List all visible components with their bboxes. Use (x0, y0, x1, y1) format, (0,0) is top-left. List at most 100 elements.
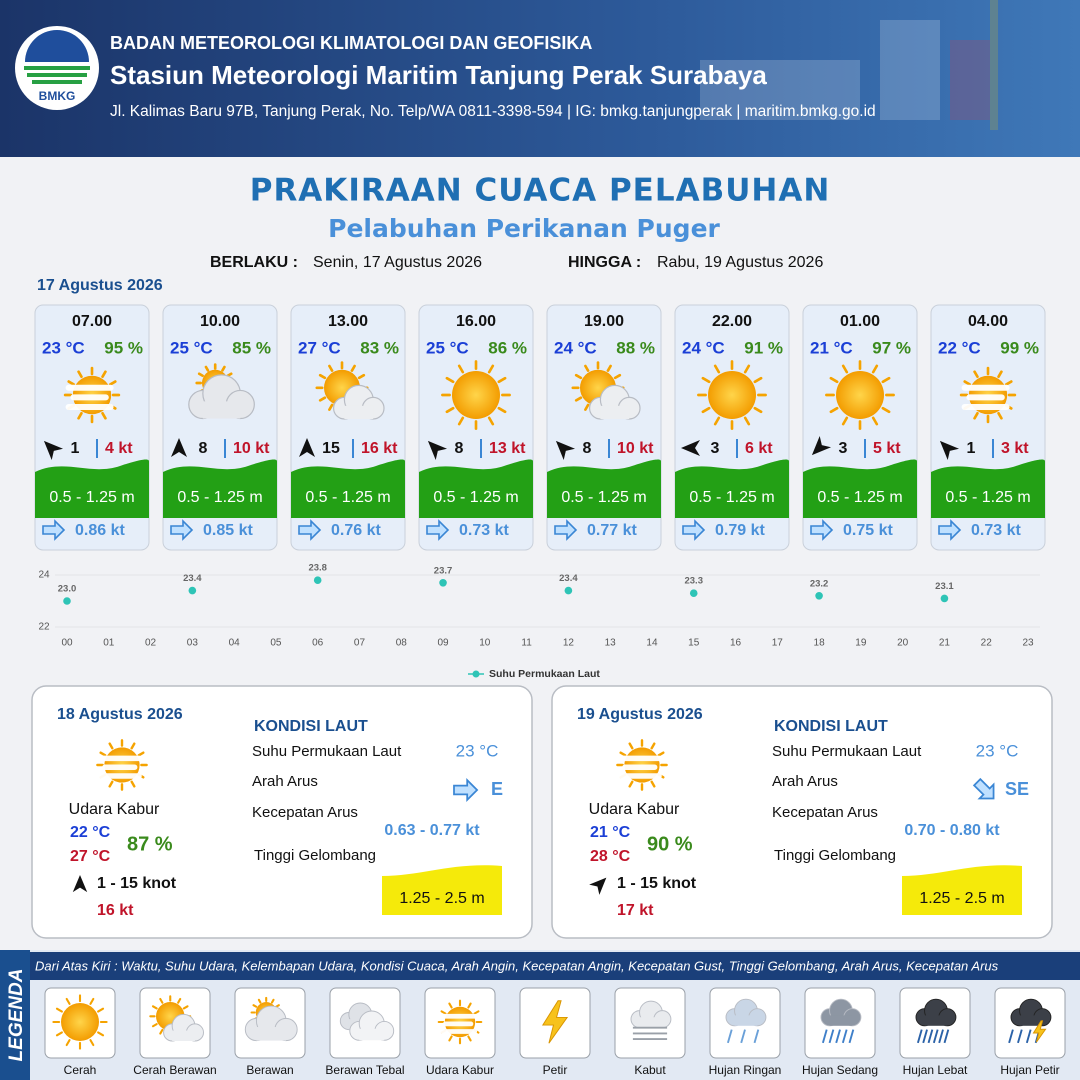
sun-ray (159, 997, 164, 1004)
rain (740, 1029, 746, 1044)
current-arrow (938, 519, 962, 541)
x-tick-label: 07 (354, 638, 366, 649)
air-temp: 22 °C (938, 338, 981, 357)
rain (927, 1029, 934, 1044)
cloud-part (256, 1027, 287, 1041)
wind-arrow (811, 435, 832, 456)
rain (938, 1029, 944, 1044)
humidity: 88 % (616, 338, 655, 357)
cloud-part (829, 1015, 853, 1026)
sun (452, 371, 500, 419)
wind-speed: 8 (455, 440, 464, 457)
slot-time: 13.00 (328, 313, 368, 330)
wave-height: 1.25 - 2.5 m (919, 890, 1004, 907)
sun-ray (584, 403, 590, 411)
sun-ray (108, 780, 114, 788)
sun-ray (65, 1039, 71, 1047)
haze-bar (97, 755, 142, 762)
air-temp: 25 °C (170, 338, 213, 357)
sun-ray (650, 742, 656, 750)
cloud (915, 998, 957, 1027)
x-tick-label: 17 (772, 638, 784, 649)
current-speed: 0.77 kt (587, 522, 637, 539)
data-label: 23.2 (810, 578, 829, 589)
sun-ray (108, 380, 117, 386)
haze-bar (97, 773, 142, 779)
weather-icon (315, 361, 385, 420)
sun-ray (151, 1005, 158, 1010)
weather-icon (825, 360, 895, 430)
x-tick-label: 00 (61, 638, 73, 649)
gust: 6 kt (745, 440, 773, 457)
x-tick-label: 10 (479, 638, 491, 649)
rain (821, 1029, 828, 1044)
rain (922, 1029, 928, 1044)
x-tick-label: 05 (270, 638, 282, 649)
current-speed: 0.76 kt (331, 522, 381, 539)
sun-ray (440, 1010, 447, 1015)
temp-min: 22 °C (70, 824, 111, 841)
sun-ray (467, 1002, 472, 1009)
y-tick-label: 24 (38, 570, 50, 581)
legend-item: Petir (543, 1063, 568, 1077)
haze-bar (622, 764, 658, 770)
x-tick-label: 15 (688, 638, 700, 649)
slot-time: 10.00 (200, 313, 240, 330)
sun-ray (574, 373, 583, 380)
sun-ray (606, 364, 612, 372)
sun-ray (252, 1004, 258, 1008)
sun-ray (159, 1028, 164, 1035)
slot-time: 16.00 (456, 313, 496, 330)
current-dir: SE (1005, 779, 1029, 799)
haze-bar (439, 1013, 478, 1019)
slot-time: 04.00 (968, 313, 1008, 330)
x-tick-label: 16 (730, 638, 742, 649)
logo-mark (24, 66, 90, 84)
cloud (244, 1005, 298, 1042)
sea-label: Arah Arus (772, 773, 838, 790)
address: Jl. Kalimas Baru 97B, Tanjung Perak, No.… (110, 103, 876, 120)
legend-band (30, 952, 1080, 980)
sun (836, 371, 884, 419)
cloud-part (600, 405, 630, 419)
wave-height: 0.5 - 1.25 m (817, 489, 902, 506)
sun-ray (841, 416, 849, 426)
sun-ray (445, 376, 455, 384)
current-speed: 0.85 kt (203, 522, 253, 539)
sun-ray (226, 372, 233, 378)
wave-area (931, 459, 1046, 518)
legend-item: Hujan Lebat (903, 1063, 968, 1077)
air-temp: 21 °C (810, 338, 853, 357)
legend-item: Kabut (634, 1063, 666, 1077)
data-point (313, 576, 322, 584)
haze-bar (65, 384, 114, 391)
sun-ray (753, 406, 763, 414)
gust: 4 kt (105, 440, 133, 457)
wind-speed: 1 (967, 440, 976, 457)
current-arrow (42, 519, 66, 541)
station-name: Stasiun Meteorologi Maritim Tanjung Pera… (110, 60, 767, 90)
rain (916, 1029, 923, 1044)
sun (61, 1003, 99, 1041)
sun-ray (328, 403, 334, 411)
current-arrow (426, 519, 450, 541)
data-label: 23.8 (308, 563, 327, 574)
current-speed: 0.75 kt (843, 522, 893, 539)
current-speed: 0.79 kt (715, 522, 765, 539)
sun-ray (108, 742, 114, 750)
sun-ray (197, 372, 204, 378)
rain (1008, 1029, 1014, 1044)
sun-ray (881, 376, 891, 384)
sun-ray (97, 1007, 105, 1013)
wave-height: 0.5 - 1.25 m (945, 489, 1030, 506)
wave-height: 0.5 - 1.25 m (433, 489, 518, 506)
legend-side (0, 950, 30, 1080)
sun-ray (445, 406, 455, 414)
sun-ray (89, 997, 95, 1005)
sun-ray (574, 396, 583, 402)
weather-label: Udara Kabur (69, 801, 160, 818)
sea-label: Suhu Permukaan Laut (252, 743, 402, 760)
sea-temp: 23 °C (976, 741, 1019, 760)
slot-time: 01.00 (840, 313, 880, 330)
